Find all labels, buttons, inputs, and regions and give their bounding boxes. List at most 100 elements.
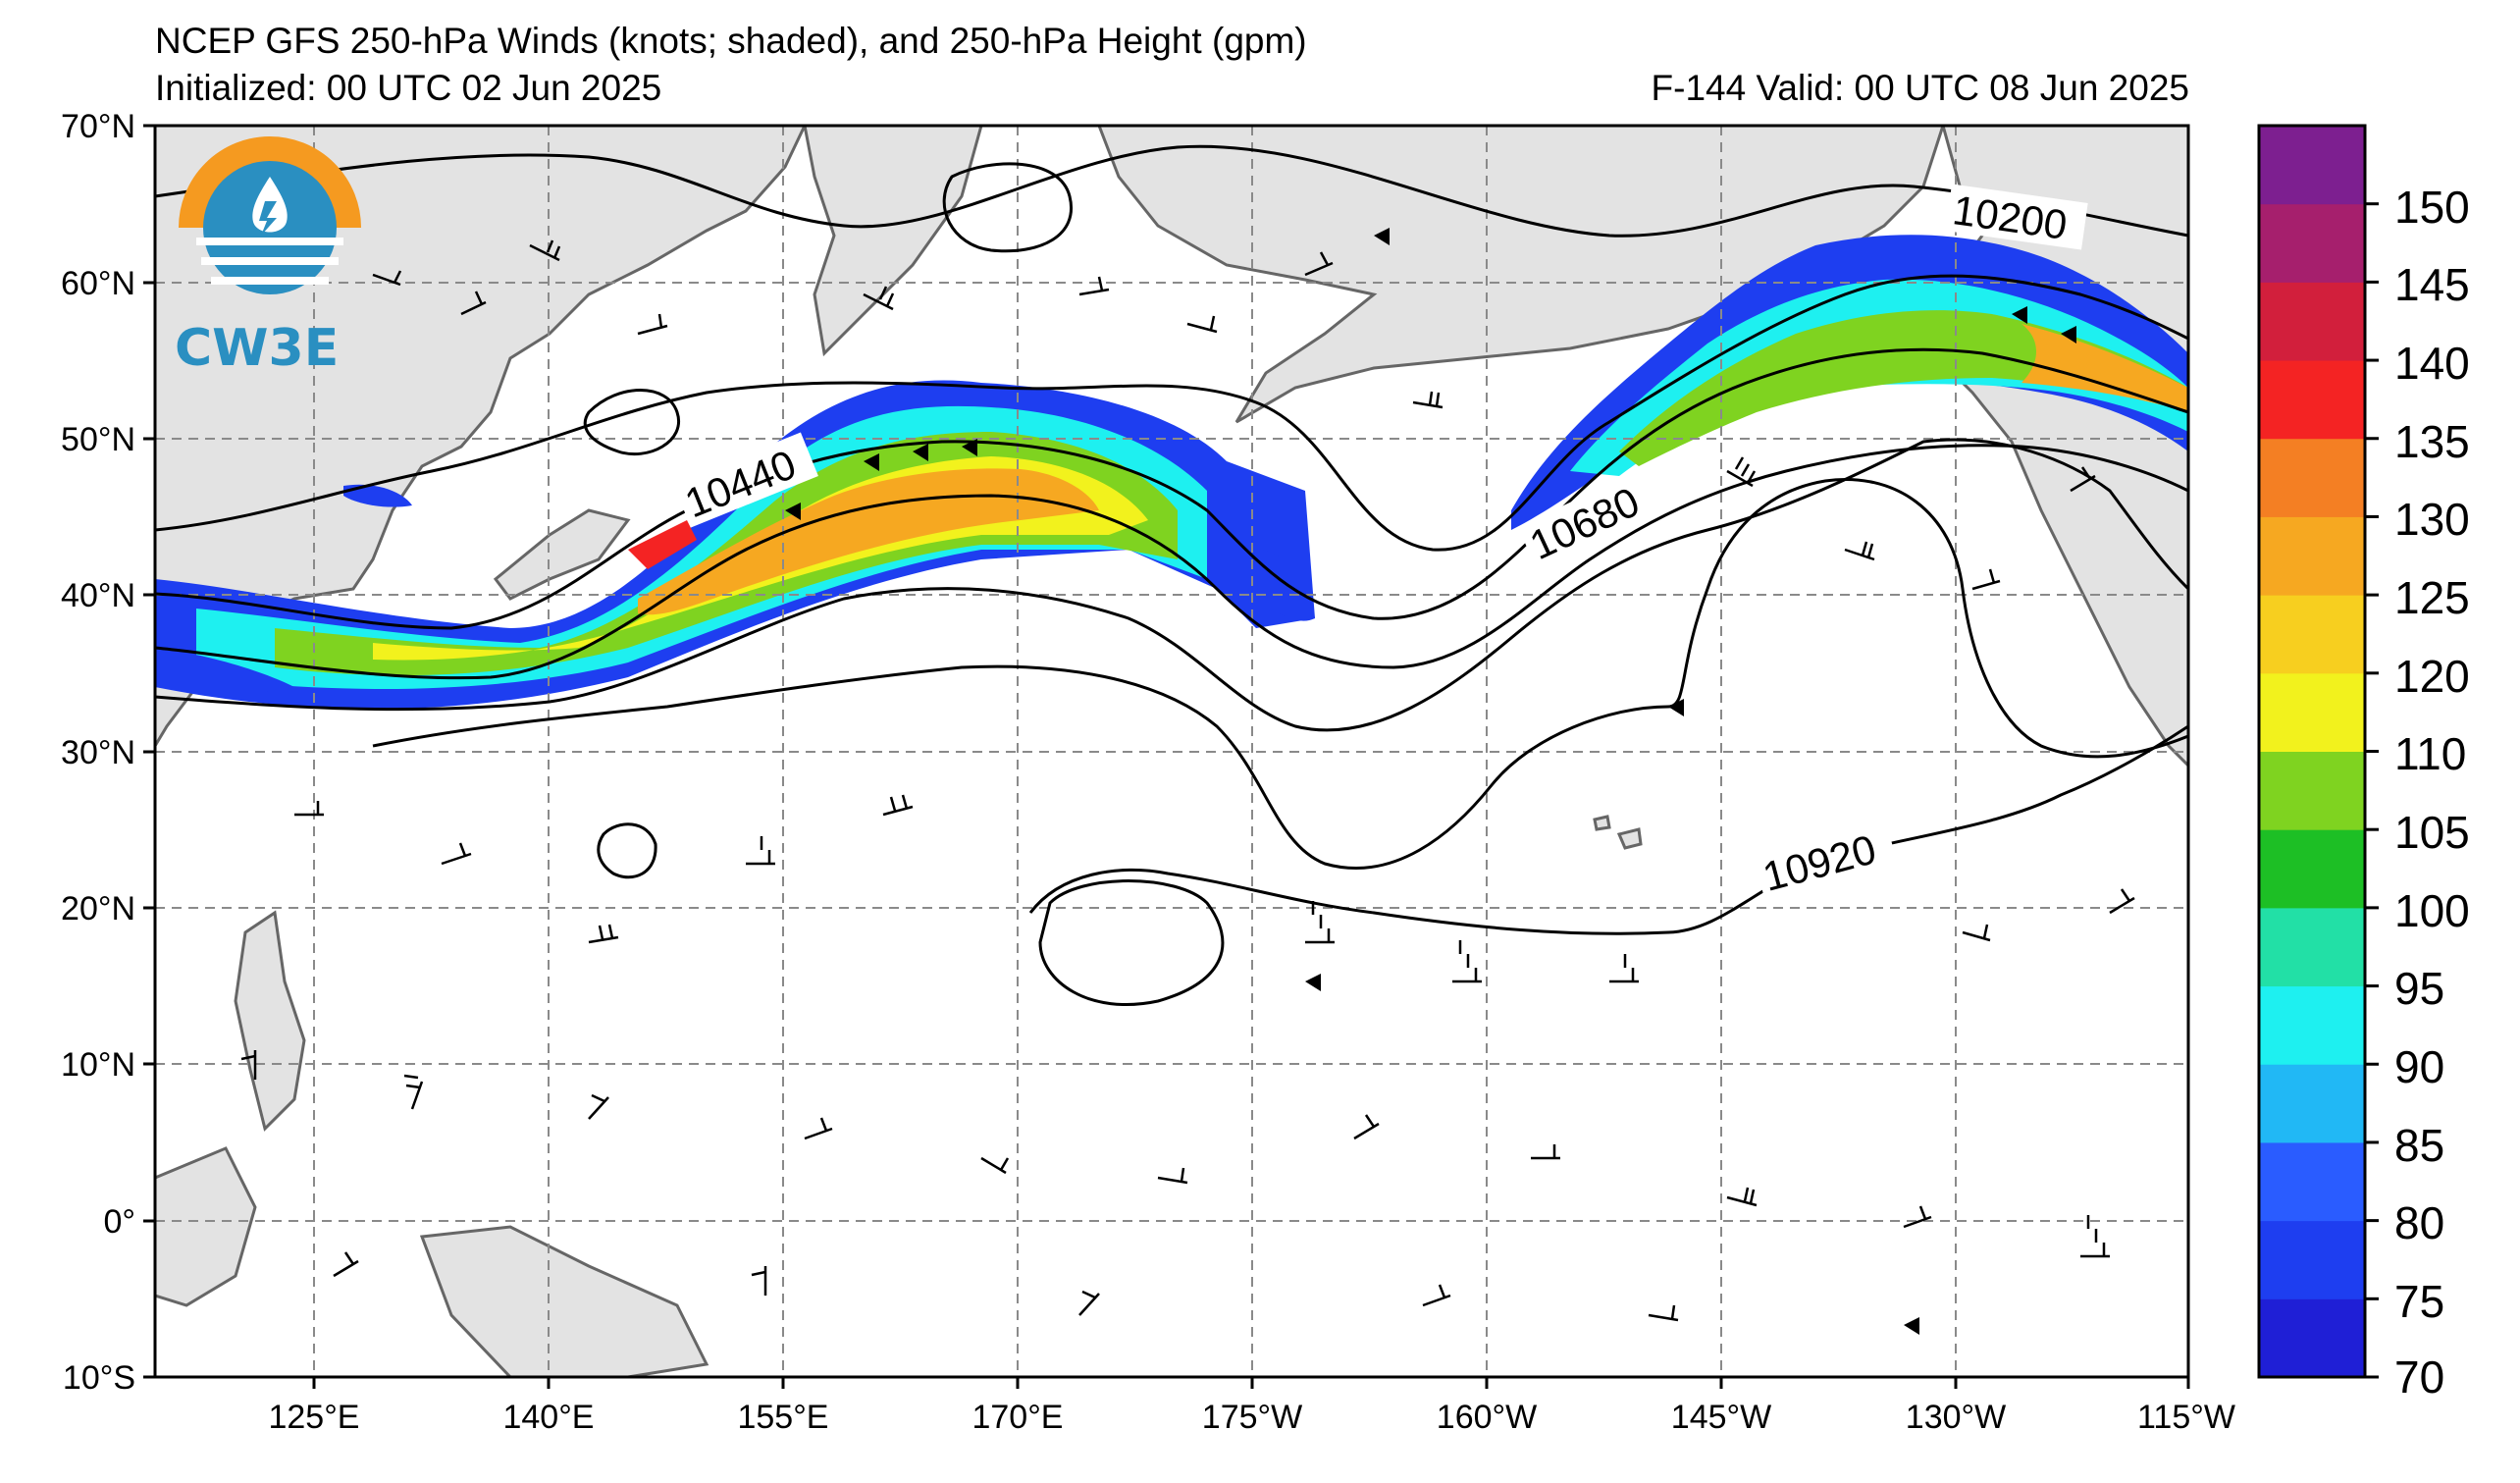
- pennant-flag: [1668, 699, 1684, 716]
- contour-10560: [155, 444, 2188, 680]
- latitude-labels: 70°N 60°N 50°N 40°N 30°N 20°N 10°N 0° 10…: [61, 108, 135, 1397]
- longitude-labels: 125°E 140°E 155°E 170°E 175°W 160°W 145°…: [268, 1399, 2234, 1436]
- colorbar-label: 130: [2394, 494, 2470, 545]
- colorbar-cell: [2259, 438, 2365, 517]
- colorbar-cell: [2259, 360, 2365, 440]
- graticule: [155, 126, 2188, 1377]
- longitude-axis: [312, 1377, 2190, 1389]
- wind-barb: [1186, 315, 1218, 334]
- contour-label-bg: [1517, 468, 1662, 570]
- contour-label-bg: [1753, 819, 1898, 901]
- lon-label: 175°W: [1202, 1399, 1302, 1436]
- colorbar-label: 110: [2394, 728, 2466, 779]
- colorbar-label: 100: [2394, 885, 2470, 936]
- colorbar-cell: [2259, 1064, 2365, 1143]
- pennant-flag: [2061, 326, 2076, 344]
- contour-10320: [155, 274, 2188, 552]
- lat-label: 30°N: [61, 734, 135, 771]
- pennant-flag: [913, 444, 928, 461]
- colorbar-cell: [2259, 907, 2365, 987]
- map-title: NCEP GFS 250-hPa Winds (knots; shaded), …: [155, 21, 1307, 61]
- east-jet-band-120kt: [2021, 324, 2188, 412]
- wind-barb: [441, 842, 472, 866]
- wind-barb: [1609, 954, 1639, 983]
- wind-barb: [1305, 901, 1335, 944]
- wind-barb: [1353, 1114, 1380, 1140]
- colorbar-cell: [2259, 595, 2365, 674]
- wind-barb: [1903, 1205, 1932, 1229]
- latitude-axis: [143, 124, 155, 1379]
- jet-band-130kt: [628, 520, 697, 569]
- pennant-flag: [962, 439, 977, 456]
- lon-label: 145°W: [1671, 1399, 1771, 1436]
- wind-barb: [294, 801, 324, 817]
- colorbar-cell: [2259, 1141, 2365, 1222]
- closed-high-pacific: [1038, 879, 1225, 1006]
- small-jet-blob-west: [155, 648, 294, 693]
- wind-barb: [1078, 1290, 1100, 1316]
- colorbar-label: 75: [2394, 1276, 2444, 1327]
- wind-barb: [1648, 1304, 1679, 1322]
- colorbar-label: 85: [2394, 1120, 2444, 1171]
- wind-barb: [1971, 568, 2001, 591]
- philippines-island: [234, 910, 306, 1132]
- colorbar-cell: [2259, 751, 2365, 830]
- lon-label: 125°E: [268, 1399, 359, 1436]
- colorbar-labels: 150 145 140 135 130 125 120 110 105 100 …: [2394, 182, 2470, 1403]
- wind-barb: [804, 1117, 833, 1140]
- wind-barb: [529, 239, 561, 262]
- colorbar-cell: [2259, 203, 2365, 283]
- colorbar-cell: [2259, 672, 2365, 752]
- colorbar-label: 80: [2394, 1197, 2444, 1248]
- contour-10440: [155, 347, 2188, 630]
- colorbar: 150 145 140 135 130 125 120 110 105 100 …: [2257, 124, 2470, 1403]
- pennant-flag: [785, 503, 801, 520]
- new-guinea-island: [419, 1225, 709, 1377]
- colorbar-label: 150: [2394, 182, 2470, 233]
- pennant-flag: [864, 453, 879, 471]
- wind-barb: [1844, 541, 1875, 561]
- colorbar-label: 90: [2394, 1041, 2444, 1092]
- contour-10200: [155, 144, 2188, 238]
- lon-label: 155°E: [737, 1399, 828, 1436]
- alaska-landmass: [1097, 126, 1945, 424]
- wind-barb: [1422, 1284, 1451, 1307]
- lon-label: 170°E: [971, 1399, 1063, 1436]
- lat-label: 40°N: [61, 577, 135, 614]
- wind-barb: [1962, 924, 1991, 942]
- lat-label: 10°N: [61, 1046, 135, 1084]
- colorbar-label: 140: [2394, 338, 2470, 389]
- wind-barb: [1304, 251, 1334, 277]
- colorbar-label: 135: [2394, 416, 2470, 467]
- cw3e-logo: CW3E: [175, 136, 361, 378]
- wind-barb: [588, 1093, 609, 1120]
- pennant-flag: [1904, 1317, 1919, 1335]
- wind-barb: [1412, 391, 1444, 409]
- wind-barb: [403, 1074, 424, 1110]
- contour-10680: [155, 438, 2188, 732]
- lat-label: 20°N: [61, 890, 135, 927]
- closed-low-alaska: [942, 162, 1073, 253]
- colorbar-label: 125: [2394, 572, 2470, 623]
- wind-barb: [1726, 1187, 1758, 1207]
- wind-barb: [980, 1156, 1010, 1175]
- wind-barb: [1452, 940, 1482, 983]
- colorbar-cell: [2259, 1298, 2365, 1378]
- wind-barb: [372, 270, 402, 287]
- colorbar-cell: [2259, 829, 2365, 909]
- lat-label: 50°N: [61, 421, 135, 458]
- colorbar-label: 95: [2394, 963, 2444, 1014]
- closed-high-west: [597, 822, 657, 879]
- kamchatka-landmass: [803, 126, 983, 357]
- lat-label: 60°N: [61, 265, 135, 302]
- contour-label-bg: [673, 432, 818, 528]
- small-jet-blob-north: [343, 484, 412, 507]
- closed-low-kamchatka: [583, 389, 681, 456]
- wind-barb: [240, 1050, 257, 1080]
- wind-barb: [882, 794, 914, 817]
- colorbar-cell: [2259, 126, 2365, 205]
- wind-barb: [1078, 276, 1110, 296]
- wind-barb: [1157, 1167, 1188, 1185]
- colorbar-cell: [2259, 282, 2365, 361]
- contour-10800: [372, 478, 2188, 870]
